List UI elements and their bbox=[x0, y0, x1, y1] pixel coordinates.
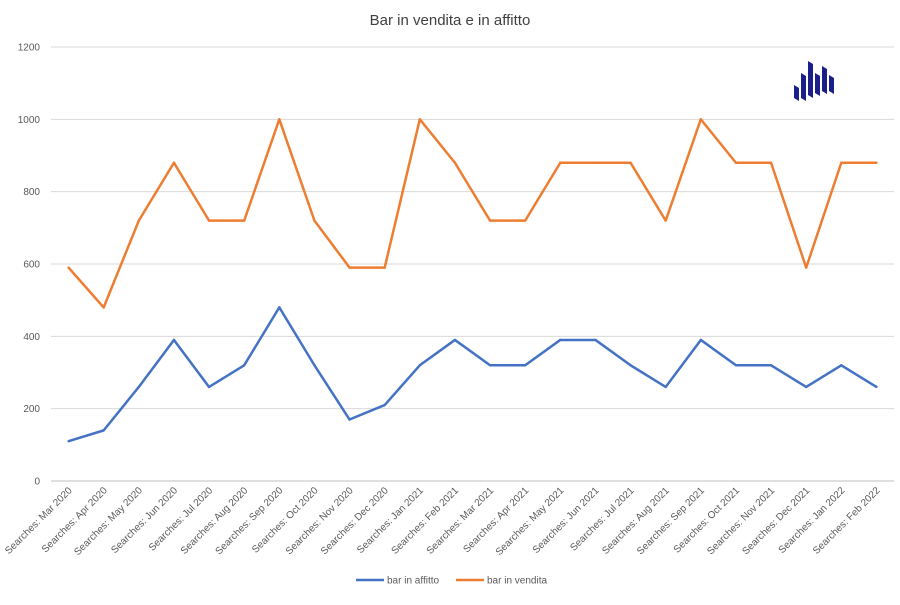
data-point bbox=[137, 385, 141, 389]
y-axis: 0 200 400 600 800 1000 1200 bbox=[18, 43, 41, 488]
x-tick-label: Searches: Sep 2020 bbox=[214, 485, 286, 557]
data-point bbox=[699, 118, 703, 121]
data-point bbox=[769, 364, 773, 367]
data-point bbox=[699, 338, 703, 342]
data-point bbox=[313, 364, 316, 367]
legend-label: bar in vendita bbox=[487, 576, 547, 587]
data-point bbox=[559, 338, 562, 342]
data-point bbox=[242, 219, 246, 222]
y-tick-label: 1200 bbox=[18, 43, 41, 54]
series-line-0 bbox=[68, 306, 878, 443]
data-point bbox=[875, 385, 878, 389]
x-tick-label: Searches: Nov 2021 bbox=[705, 485, 777, 557]
data-point bbox=[594, 161, 597, 164]
x-tick-label: Searches: May 2021 bbox=[494, 485, 567, 558]
x-tick-label: Searches: Dec 2020 bbox=[319, 485, 391, 557]
x-tick-label: Searches: Feb 2022 bbox=[811, 485, 883, 557]
x-tick-label: Searches: Apr 2021 bbox=[461, 485, 531, 555]
data-point bbox=[383, 403, 386, 407]
data-point bbox=[207, 219, 211, 222]
data-point bbox=[875, 161, 878, 164]
data-point bbox=[804, 385, 808, 389]
data-point bbox=[664, 219, 667, 222]
x-tick-label: Searches: Aug 2020 bbox=[179, 485, 251, 557]
y-tick-label: 200 bbox=[23, 404, 40, 415]
data-point bbox=[67, 266, 70, 269]
data-point bbox=[278, 118, 281, 121]
y-tick-label: 0 bbox=[34, 477, 40, 488]
data-point bbox=[313, 219, 316, 222]
logo-bar bbox=[829, 75, 834, 94]
x-tick-label: Searches: Oct 2021 bbox=[672, 485, 743, 556]
x-tick-label: Searches: Mar 2021 bbox=[425, 485, 497, 557]
logo-bar bbox=[822, 66, 827, 94]
data-point bbox=[840, 161, 843, 164]
logo-bar bbox=[794, 85, 799, 101]
data-point bbox=[840, 364, 843, 367]
x-tick-label: Searches: Feb 2021 bbox=[390, 485, 462, 557]
data-point bbox=[137, 219, 141, 222]
data-point bbox=[629, 161, 632, 164]
x-tick-label: Searches: Jan 2022 bbox=[777, 485, 848, 556]
x-tick-label: Searches: Nov 2020 bbox=[284, 485, 356, 557]
chart-title: Bar in vendita e in affitto bbox=[370, 12, 531, 29]
data-point bbox=[102, 306, 105, 309]
y-tick-label: 800 bbox=[23, 187, 40, 198]
data-point bbox=[559, 161, 562, 164]
data-point bbox=[418, 364, 422, 367]
legend: bar in affitto bar in vendita bbox=[356, 576, 547, 587]
data-point bbox=[453, 338, 457, 342]
logo-bar bbox=[801, 73, 806, 101]
legend-label: bar in affitto bbox=[387, 576, 440, 587]
data-point bbox=[348, 418, 351, 421]
x-tick-label: Searches: Jun 2020 bbox=[109, 485, 180, 556]
data-point bbox=[734, 161, 738, 164]
y-tick-label: 400 bbox=[23, 332, 40, 343]
data-point bbox=[172, 161, 176, 164]
x-tick-label: Searches: Jan 2021 bbox=[355, 485, 426, 556]
x-tick-label: Searches: Apr 2020 bbox=[40, 485, 110, 555]
x-tick-label: Searches: Jul 2021 bbox=[568, 485, 637, 554]
data-point bbox=[734, 364, 738, 367]
x-tick-label: Searches: Sep 2021 bbox=[635, 485, 707, 557]
data-point bbox=[523, 219, 527, 222]
data-point bbox=[172, 338, 176, 342]
y-tick-label: 1000 bbox=[18, 115, 41, 126]
data-point bbox=[488, 364, 492, 367]
data-point bbox=[664, 385, 667, 389]
x-tick-label: Searches: May 2020 bbox=[72, 485, 145, 558]
x-tick-label: Searches: Mar 2020 bbox=[3, 485, 75, 557]
data-point bbox=[804, 266, 808, 269]
data-point bbox=[769, 161, 773, 164]
data-point bbox=[67, 440, 70, 443]
data-point bbox=[278, 306, 281, 309]
logo-bar bbox=[815, 73, 820, 96]
data-point bbox=[629, 364, 632, 367]
data-point bbox=[488, 219, 492, 222]
data-point bbox=[418, 118, 422, 121]
gridlines bbox=[51, 46, 894, 482]
x-tick-label: Searches: Jun 2021 bbox=[531, 485, 602, 556]
data-point bbox=[348, 266, 351, 269]
data-point bbox=[594, 338, 597, 342]
bar-chart-logo-icon bbox=[794, 61, 834, 101]
series-line-1 bbox=[67, 118, 877, 309]
data-point bbox=[102, 429, 105, 432]
x-tick-label: Searches: Aug 2021 bbox=[600, 485, 672, 557]
data-point bbox=[242, 364, 246, 367]
series-lines bbox=[67, 118, 878, 443]
x-tick-label: Searches: Oct 2020 bbox=[250, 485, 321, 556]
x-tick-label: Searches: Dec 2021 bbox=[740, 485, 812, 557]
y-tick-label: 600 bbox=[23, 260, 40, 271]
data-point bbox=[207, 385, 211, 389]
data-point bbox=[453, 161, 457, 164]
logo-bar bbox=[808, 61, 813, 98]
x-tick-label: Searches: Jul 2020 bbox=[147, 485, 216, 554]
data-point bbox=[383, 266, 386, 269]
data-point bbox=[523, 364, 527, 367]
